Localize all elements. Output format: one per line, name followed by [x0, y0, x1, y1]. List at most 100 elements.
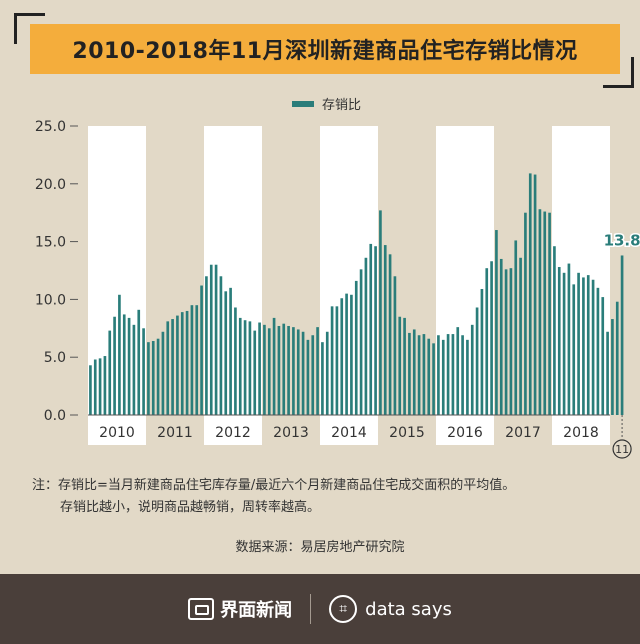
- brand-datasays: ⌗ data says: [329, 595, 452, 623]
- bar-37: [267, 328, 271, 415]
- bar-41: [287, 325, 290, 415]
- legend-label: 存销比: [322, 98, 362, 113]
- bar-81: [480, 288, 484, 415]
- bar-53: [345, 293, 348, 415]
- bar-48: [321, 342, 324, 415]
- bar-28: [224, 291, 228, 415]
- year-band-2016: [436, 126, 494, 445]
- bar-27: [219, 276, 223, 415]
- bar-33: [248, 321, 252, 415]
- bar-64: [398, 316, 402, 415]
- y-tick-label-2: 10.0: [35, 292, 66, 308]
- x-year-label-2017: 2017: [505, 425, 541, 441]
- bar-75: [451, 334, 455, 415]
- bar-45: [306, 339, 310, 415]
- bar-63: [393, 276, 397, 415]
- bar-13: [151, 341, 155, 415]
- bar-15: [161, 331, 165, 415]
- bar-11: [142, 328, 145, 415]
- bar-7: [122, 314, 126, 415]
- bar-50: [330, 306, 334, 415]
- bar-49: [325, 331, 329, 415]
- bar-65: [403, 317, 406, 415]
- bar-69: [422, 334, 426, 415]
- bar-68: [417, 335, 421, 415]
- bar-94: [543, 211, 547, 415]
- bar-20: [185, 310, 189, 415]
- y-tick-label-1: 5.0: [44, 350, 66, 366]
- bar-36: [263, 324, 266, 415]
- bar-78: [466, 339, 469, 415]
- bar-86: [504, 269, 508, 415]
- bar-62: [388, 254, 392, 415]
- bar-104: [591, 279, 595, 415]
- bar-87: [509, 268, 513, 415]
- bar-3: [103, 356, 107, 415]
- bar-79: [470, 324, 474, 415]
- bar-56: [359, 269, 363, 415]
- bar-61: [383, 245, 387, 415]
- datasays-logo-icon: ⌗: [329, 595, 358, 623]
- bar-46: [311, 335, 315, 415]
- legend-swatch: [292, 100, 314, 107]
- last-month-marker: 11: [615, 443, 629, 456]
- bar-92: [533, 174, 537, 415]
- bar-67: [412, 329, 416, 415]
- x-year-label-2015: 2015: [389, 425, 425, 441]
- bar-23: [200, 285, 203, 415]
- bar-97: [557, 267, 561, 415]
- x-year-label-2014: 2014: [331, 425, 367, 441]
- bar-4: [108, 330, 112, 415]
- bar-58: [369, 243, 373, 415]
- year-band-2018: [552, 126, 610, 445]
- bar-8: [127, 317, 131, 415]
- bar-100: [572, 284, 576, 415]
- footer-divider: [310, 594, 312, 624]
- bar-73: [441, 339, 445, 415]
- note-definition: 注：存销比=当月新建商品住宅库存量/最近六个月新建商品住宅成交面积的平均值。: [32, 478, 516, 493]
- year-band-2014: [320, 126, 378, 445]
- bar-16: [166, 321, 170, 415]
- bar-12: [147, 342, 150, 415]
- data-source: 数据来源：易居房地产研究院: [235, 540, 405, 555]
- footer-bar: 界面新闻 ⌗ data says: [0, 574, 640, 644]
- bar-101: [577, 272, 580, 415]
- year-band-2010: [88, 126, 146, 445]
- bar-90: [524, 212, 527, 415]
- bar-38: [272, 317, 276, 415]
- bar-6: [118, 294, 121, 415]
- bar-88: [514, 240, 518, 415]
- bar-chart: 0.0 5.0 10.0 15.0 20.0 25.0 2010 2011 2012 2013 20…: [35, 119, 640, 459]
- bar-10: [137, 309, 141, 415]
- y-tick-label-3: 15.0: [35, 235, 66, 251]
- bar-32: [243, 320, 247, 415]
- bar-24: [205, 276, 208, 415]
- bar-110: [620, 255, 624, 415]
- bar-103: [586, 275, 590, 415]
- bar-42: [292, 327, 295, 415]
- bar-57: [364, 257, 368, 415]
- note-explanation: 存销比越小，说明商品越畅销，周转率越高。: [60, 500, 321, 515]
- x-year-label-2018: 2018: [563, 425, 599, 441]
- bar-25: [209, 264, 213, 415]
- bar-91: [528, 173, 532, 415]
- bar-9: [132, 324, 136, 415]
- bar-26: [214, 264, 218, 415]
- x-year-label-2011: 2011: [157, 425, 193, 441]
- bar-82: [485, 268, 489, 415]
- bar-89: [519, 257, 522, 415]
- bar-80: [475, 307, 479, 415]
- bar-96: [553, 246, 556, 415]
- jiemian-logo-icon: [188, 598, 215, 620]
- bar-105: [596, 287, 600, 415]
- bar-76: [456, 327, 460, 415]
- chart-title: 2010-2018年11月深圳新建商品住宅存销比情况: [30, 24, 620, 74]
- bar-18: [176, 315, 179, 415]
- bar-72: [437, 335, 440, 415]
- y-tick-label-4: 20.0: [35, 177, 66, 193]
- brand-jiemian: 界面新闻: [188, 596, 292, 622]
- year-band-2012: [204, 126, 262, 445]
- bar-74: [446, 334, 450, 415]
- bar-77: [461, 335, 464, 415]
- bar-102: [582, 277, 585, 415]
